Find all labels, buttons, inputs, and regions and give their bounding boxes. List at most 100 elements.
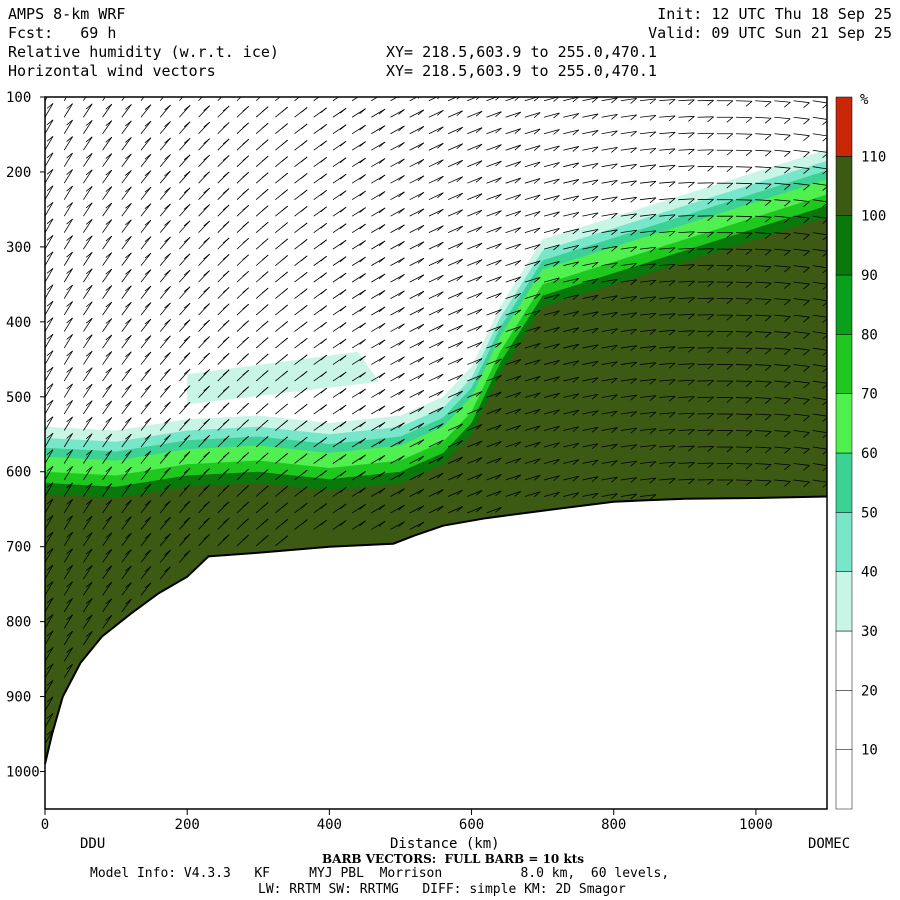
wind-barb (428, 142, 444, 151)
wind-barb (159, 533, 171, 547)
wind-barb (409, 191, 425, 201)
wind-barb (678, 231, 695, 238)
wind-barb (563, 459, 580, 466)
wind-barb (524, 161, 541, 168)
y-tick-label: 1000 (6, 765, 40, 781)
valid-time: Valid: 09 UTC Sun 21 Sep 25 (648, 24, 892, 42)
wind-barb (255, 535, 269, 547)
wind-barb (236, 402, 249, 415)
wind-barb (140, 401, 152, 415)
wind-barb (659, 214, 676, 221)
wind-barb (639, 147, 657, 154)
wind-barb (255, 221, 269, 233)
wind-barb (543, 261, 560, 267)
wind-barb (755, 479, 772, 487)
wind-barb (601, 163, 618, 170)
wind-barb (294, 239, 308, 250)
wind-barb (159, 385, 171, 398)
wind-barb (179, 253, 191, 266)
wind-barb (639, 246, 657, 253)
wind-barb (332, 520, 347, 530)
wind-barb (486, 506, 502, 514)
wind-barb (371, 240, 386, 250)
wind-barb (140, 97, 145, 101)
wind-barb (198, 154, 210, 167)
wind-barb (371, 323, 386, 332)
wind-barb (351, 306, 366, 316)
wind-barb (659, 181, 676, 188)
wind-barb (140, 318, 152, 332)
wind-barb (63, 400, 73, 415)
wind-barb (63, 301, 73, 316)
wind-barb (83, 400, 93, 415)
wind-barb (755, 182, 772, 190)
wind-barb (45, 169, 54, 184)
wind-barb (563, 294, 580, 301)
wind-barb (275, 453, 288, 464)
wind-barb (159, 319, 171, 332)
wind-barb (351, 355, 366, 365)
wind-barb (294, 140, 308, 151)
wind-barb (659, 115, 676, 122)
wind-barb (275, 238, 288, 250)
wind-barb (659, 98, 676, 105)
wind-barb (620, 213, 637, 220)
wind-barb (236, 468, 249, 481)
wind-barb (351, 124, 366, 135)
x-axis-ticks: 0 200 400 600 800 1000 (41, 809, 773, 833)
wind-barb (140, 219, 152, 233)
wind-barb (793, 413, 810, 422)
wind-barb (428, 159, 444, 168)
wind-barb (639, 98, 657, 105)
wind-barb (45, 713, 54, 728)
wind-barb (102, 466, 113, 481)
wind-barb (198, 418, 210, 431)
wind-barb (351, 421, 366, 431)
wind-barb (467, 292, 483, 299)
wind-barb (159, 220, 171, 233)
wind-barb (179, 105, 191, 118)
wind-barb (332, 173, 347, 184)
wind-barb (812, 116, 827, 125)
wind-barb (447, 390, 463, 398)
wind-barb (428, 340, 444, 349)
wind-barb (83, 565, 93, 580)
wind-barb (45, 97, 48, 101)
wind-barb (217, 451, 230, 464)
wind-barb (351, 157, 366, 168)
wind-barb (486, 309, 502, 316)
wind-barb (371, 454, 386, 464)
wind-barb (236, 270, 249, 283)
wind-barb (812, 248, 827, 257)
wind-barb (63, 647, 73, 662)
init-time: Init: 12 UTC Thu 18 Sep 25 (657, 5, 892, 23)
wind-barb (601, 394, 618, 401)
wind-barb (217, 155, 230, 167)
wind-barb (83, 268, 93, 283)
wind-barb (755, 199, 772, 206)
wind-barb (236, 419, 249, 431)
wind-barb (659, 313, 676, 320)
wind-barb (45, 630, 54, 646)
wind-barb (620, 114, 637, 121)
wind-barb (371, 520, 386, 530)
wind-barb (447, 308, 463, 316)
wind-barb (620, 295, 637, 302)
wind-barb (409, 274, 425, 283)
wind-barb (659, 379, 676, 385)
wind-barb (409, 241, 425, 250)
wind-barb (217, 254, 230, 266)
wind-barb (332, 256, 347, 266)
wind-barb (351, 339, 366, 349)
wind-barb (428, 126, 444, 135)
wind-barb (351, 372, 366, 382)
wind-barb (121, 334, 132, 349)
wind-barb (639, 428, 657, 434)
wind-barb (524, 178, 541, 184)
wind-barb (774, 347, 791, 355)
wind-barb (428, 439, 444, 448)
wind-barb (755, 413, 772, 421)
wind-barb (447, 291, 463, 299)
y-tick-label: 300 (6, 240, 31, 256)
wind-barb (390, 471, 405, 481)
